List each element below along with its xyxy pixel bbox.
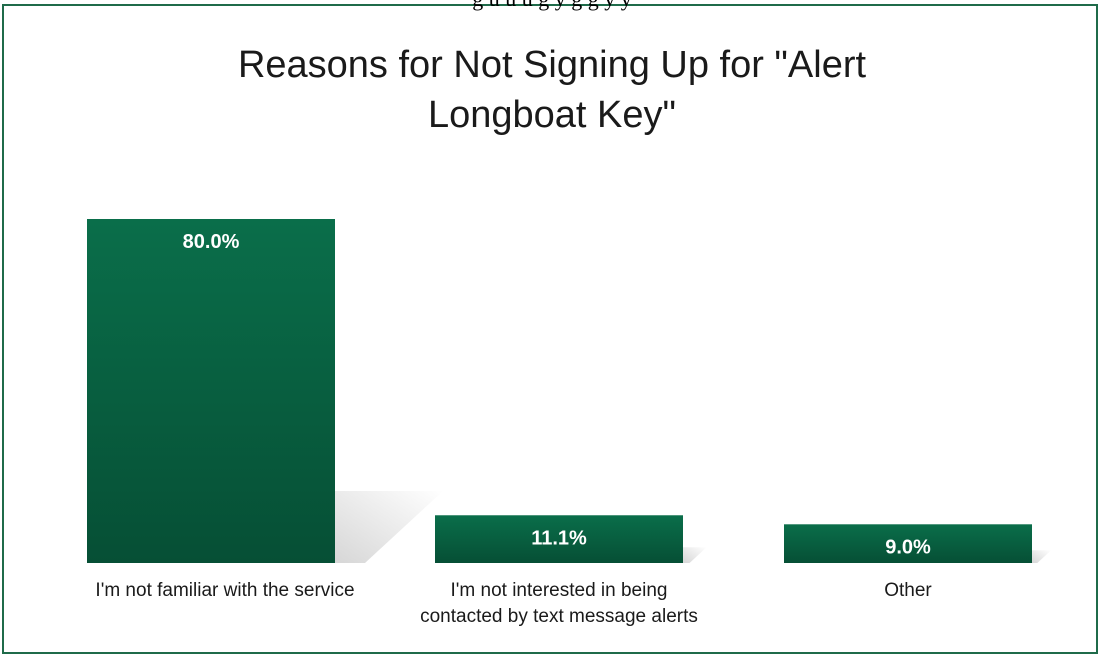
bar-1: [87, 219, 335, 563]
data-label-1: 80.0%: [183, 231, 240, 253]
x-tick-label-1-line-1: I'm not familiar with the service: [95, 580, 355, 601]
data-label-3: 9.0%: [885, 536, 931, 558]
chart-title-line-1: Reasons for Not Signing Up for "Alert: [237, 44, 867, 86]
bar-shadow-2: [683, 547, 707, 563]
x-tick-label-3-line-1: Other: [884, 580, 932, 601]
x-tick-label-3: Other: [743, 578, 1073, 604]
x-tick-label-2-line-1: I'm not interested in being: [450, 580, 668, 601]
bar-shadow-1: [335, 491, 443, 563]
cropped-caption-fragment: g u u u g y g g y y: [0, 0, 1104, 10]
chart-title: Reasons for Not Signing Up for "Alert Lo…: [0, 40, 1104, 140]
bar-3: [784, 524, 1032, 563]
chart-title-line-2: Longboat Key": [427, 94, 677, 136]
bar-shadow-3: [1032, 550, 1052, 563]
x-tick-label-2-line-2: contacted by text message alerts: [420, 606, 698, 627]
x-tick-label-2: I'm not interested in being contacted by…: [394, 578, 724, 630]
bar-2: [435, 515, 683, 563]
data-label-2: 11.1%: [531, 527, 587, 549]
x-tick-label-1: I'm not familiar with the service: [60, 578, 390, 604]
